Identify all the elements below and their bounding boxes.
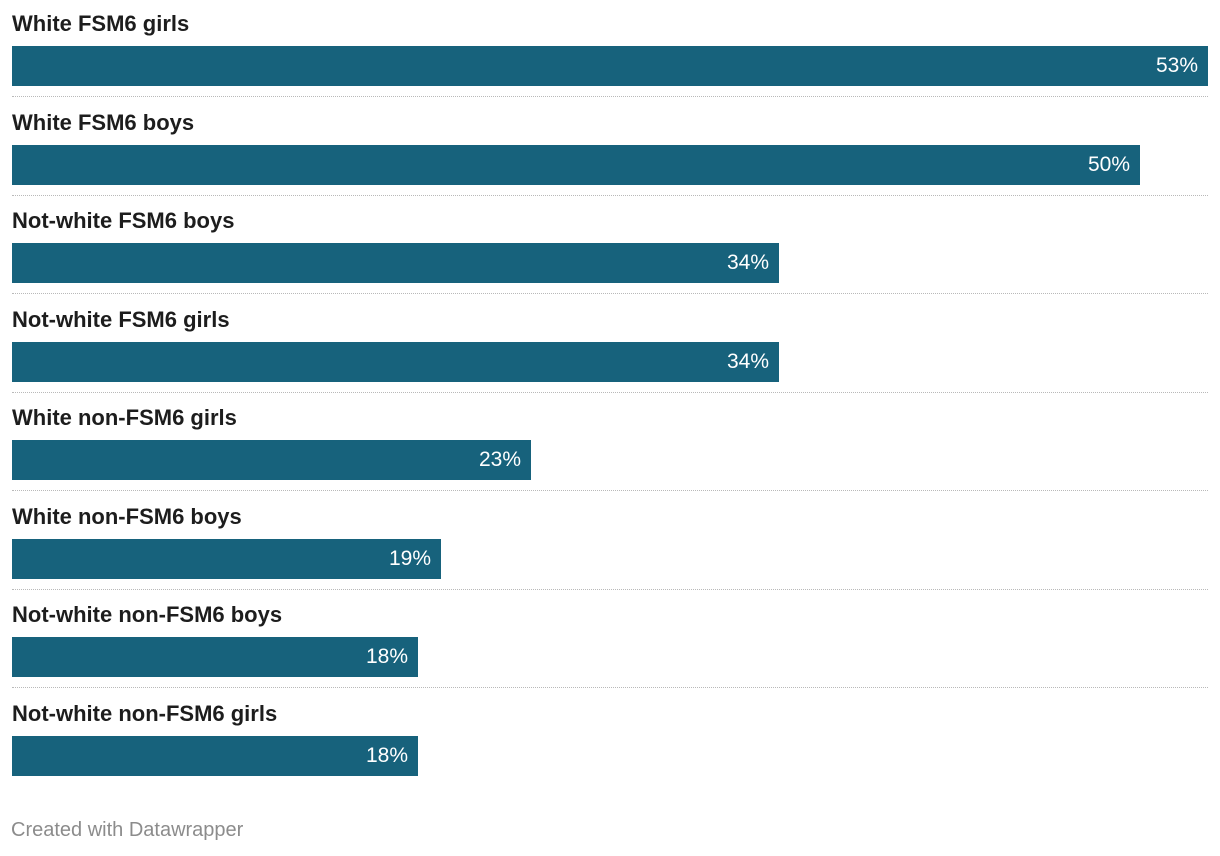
bar [12,637,418,677]
row-separator [12,588,1208,590]
bar-value-label: 34% [726,349,769,373]
category-label: White FSM6 boys [12,109,195,135]
bar [12,440,531,480]
category-label: White non-FSM6 girls [12,405,237,430]
bar-chart: White FSM6 girls 53% White FSM6 boys 50% Not… [12,11,1208,776]
bar [12,735,418,776]
row-separator [12,490,1208,491]
category-label: Not-white non-FSM6 boys [12,602,283,627]
bar-value-label: 18% [365,645,408,668]
bar [12,144,1140,185]
row-separator [12,293,1208,294]
bar-value-label: 23% [478,448,521,471]
row-separator [12,391,1208,393]
bar-value-label: 19% [388,546,431,570]
bar-value-label: 34% [726,251,769,274]
bar [12,46,1208,86]
bar [12,243,779,283]
row-separator [12,96,1208,97]
category-label: White FSM6 girls [12,11,190,36]
bar-value-label: 18% [365,743,408,767]
category-label: Not-white FSM6 girls [12,306,230,332]
bar [12,538,441,579]
category-label: Not-white FSM6 boys [12,208,235,233]
bar-value-label: 50% [1087,152,1130,176]
bar [12,341,779,382]
datawrapper-credit: Created with Datawrapper [11,819,244,841]
category-label: White non-FSM6 boys [12,503,242,529]
row-separator [12,194,1208,196]
bar-value-label: 53% [1155,54,1198,77]
row-separator [12,687,1208,688]
category-label: Not-white non-FSM6 girls [12,700,278,726]
